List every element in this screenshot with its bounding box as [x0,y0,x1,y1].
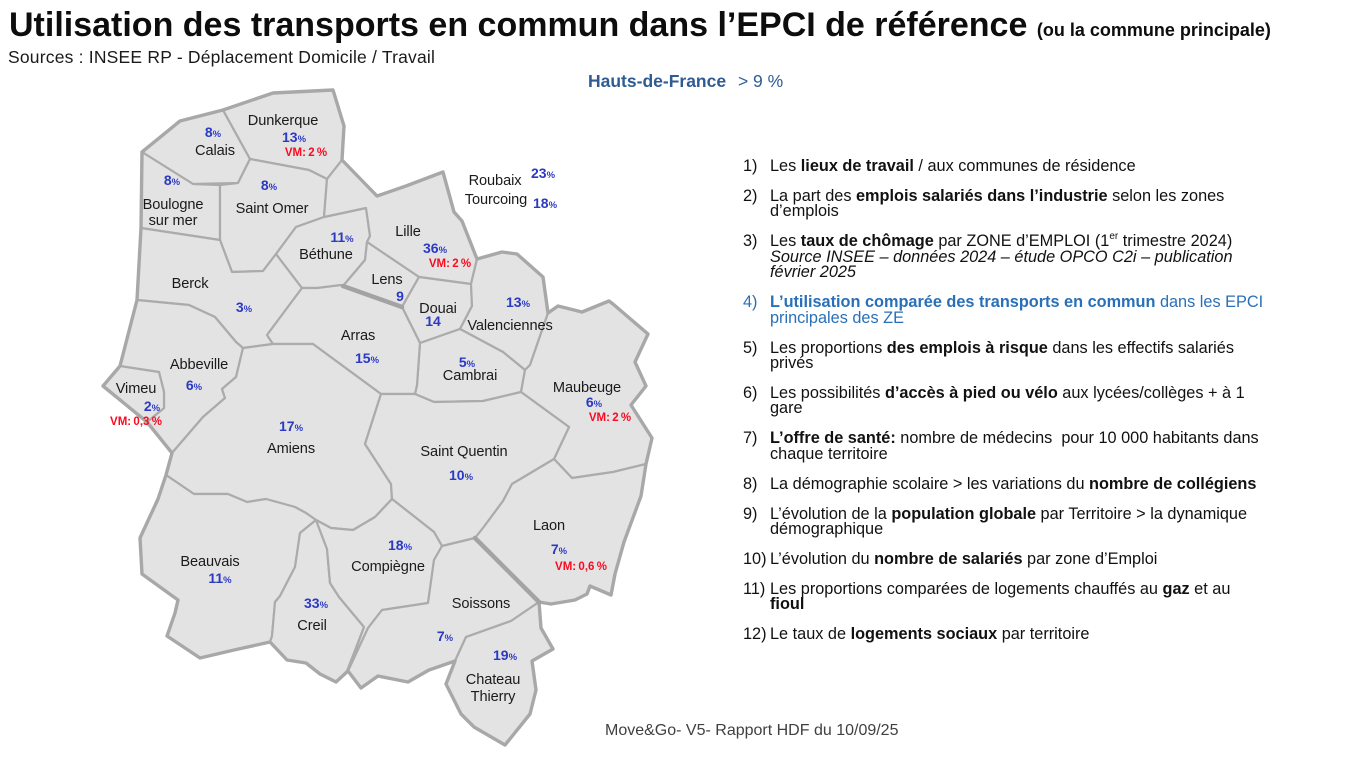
svg-text:VM: 2 %: VM: 2 % [285,147,327,159]
svg-text:Dunkerque: Dunkerque [248,113,319,129]
svg-text:Cambrai: Cambrai [443,368,497,384]
svg-text:Tourcoing: Tourcoing [465,192,527,208]
svg-text:Chateau: Chateau [466,672,520,688]
svg-text:Saint Quentin: Saint Quentin [420,444,507,460]
svg-text:Berck: Berck [172,276,210,292]
svg-text:23%: 23% [531,165,556,181]
svg-text:Laon: Laon [533,518,565,534]
svg-text:Béthune: Béthune [299,247,353,263]
svg-text:Boulogne: Boulogne [143,197,204,213]
svg-text:18%: 18% [533,195,558,211]
svg-text:Douai: Douai [419,301,457,317]
svg-text:Lille: Lille [395,224,420,240]
svg-text:Lens: Lens [371,272,402,288]
svg-text:Beauvais: Beauvais [180,554,239,570]
svg-text:Compiègne: Compiègne [351,559,425,575]
svg-text:Creil: Creil [297,618,327,634]
svg-text:Soissons: Soissons [452,596,510,612]
svg-text:VM: 2 %: VM: 2 % [429,258,471,270]
svg-text:9: 9 [396,288,404,304]
svg-text:sur mer: sur mer [149,213,198,229]
svg-text:Arras: Arras [341,328,375,344]
svg-text:VM: 2 %: VM: 2 % [589,412,631,424]
svg-text:Amiens: Amiens [267,441,315,457]
svg-text:Thierry: Thierry [471,689,517,705]
svg-text:Vimeu: Vimeu [116,381,157,397]
svg-text:14: 14 [425,313,441,329]
svg-text:Saint Omer: Saint Omer [236,201,309,217]
svg-text:Abbeville: Abbeville [170,357,228,373]
svg-text:Calais: Calais [195,143,235,159]
svg-text:Valenciennes: Valenciennes [467,318,552,334]
svg-text:VM: 0,3 %: VM: 0,3 % [110,416,162,428]
svg-text:Roubaix: Roubaix [469,173,523,189]
svg-text:Maubeuge: Maubeuge [553,380,621,396]
svg-text:VM: 0,6 %: VM: 0,6 % [555,561,607,573]
